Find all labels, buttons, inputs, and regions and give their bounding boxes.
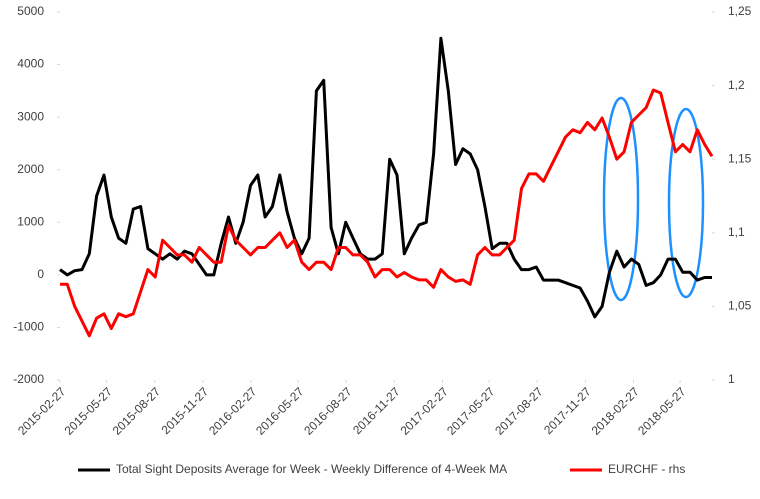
x-tick-label: 2017-11-27 — [541, 384, 594, 437]
x-tick-label: 2016-11-27 — [350, 384, 403, 437]
x-tick-label: 2016-08-27 — [301, 384, 355, 438]
y2-tick-label: 1,25 — [728, 4, 752, 18]
x-tick-label: 2015-08-27 — [110, 384, 164, 438]
y2-tick-label: 1,2 — [728, 78, 745, 92]
y2-tick-label: 1,15 — [728, 151, 752, 165]
x-tick-label: 2017-02-27 — [398, 384, 452, 438]
x-tick-label: 2016-02-27 — [206, 384, 260, 438]
y-tick-label: 2000 — [17, 162, 44, 176]
y2-tick-label: 1,1 — [728, 225, 745, 239]
y-tick-label: 0 — [37, 267, 44, 281]
series-line — [59, 36, 712, 319]
x-tick-label: 2015-11-27 — [159, 384, 212, 437]
y-tick-label: 5000 — [17, 4, 44, 18]
x-tick-label: 2017-08-27 — [492, 384, 546, 438]
y-tick-label: 4000 — [17, 57, 44, 71]
y-tick-label: -1000 — [13, 320, 44, 334]
legend-label: EURCHF - rhs — [608, 462, 685, 476]
x-tick-label: 2015-05-27 — [62, 384, 116, 438]
x-tick-label: 2016-05-27 — [253, 384, 307, 438]
x-tick-label: 2017-05-27 — [444, 384, 498, 438]
series-line — [60, 88, 714, 338]
y2-tick-label: 1 — [728, 372, 735, 386]
y-tick-label: 3000 — [17, 109, 44, 123]
x-tick-label: 2018-05-27 — [635, 384, 689, 438]
x-tick-label: 2015-02-27 — [15, 384, 69, 438]
highlight-ellipse — [602, 96, 640, 302]
highlight-ellipse — [667, 107, 705, 299]
y-tick-label: 1000 — [17, 214, 44, 228]
y-tick-label: -2000 — [13, 372, 44, 386]
x-tick-label: 2018-02-27 — [589, 384, 643, 438]
y2-tick-label: 1,05 — [728, 299, 752, 313]
legend-label: Total Sight Deposits Average for Week - … — [116, 462, 507, 476]
